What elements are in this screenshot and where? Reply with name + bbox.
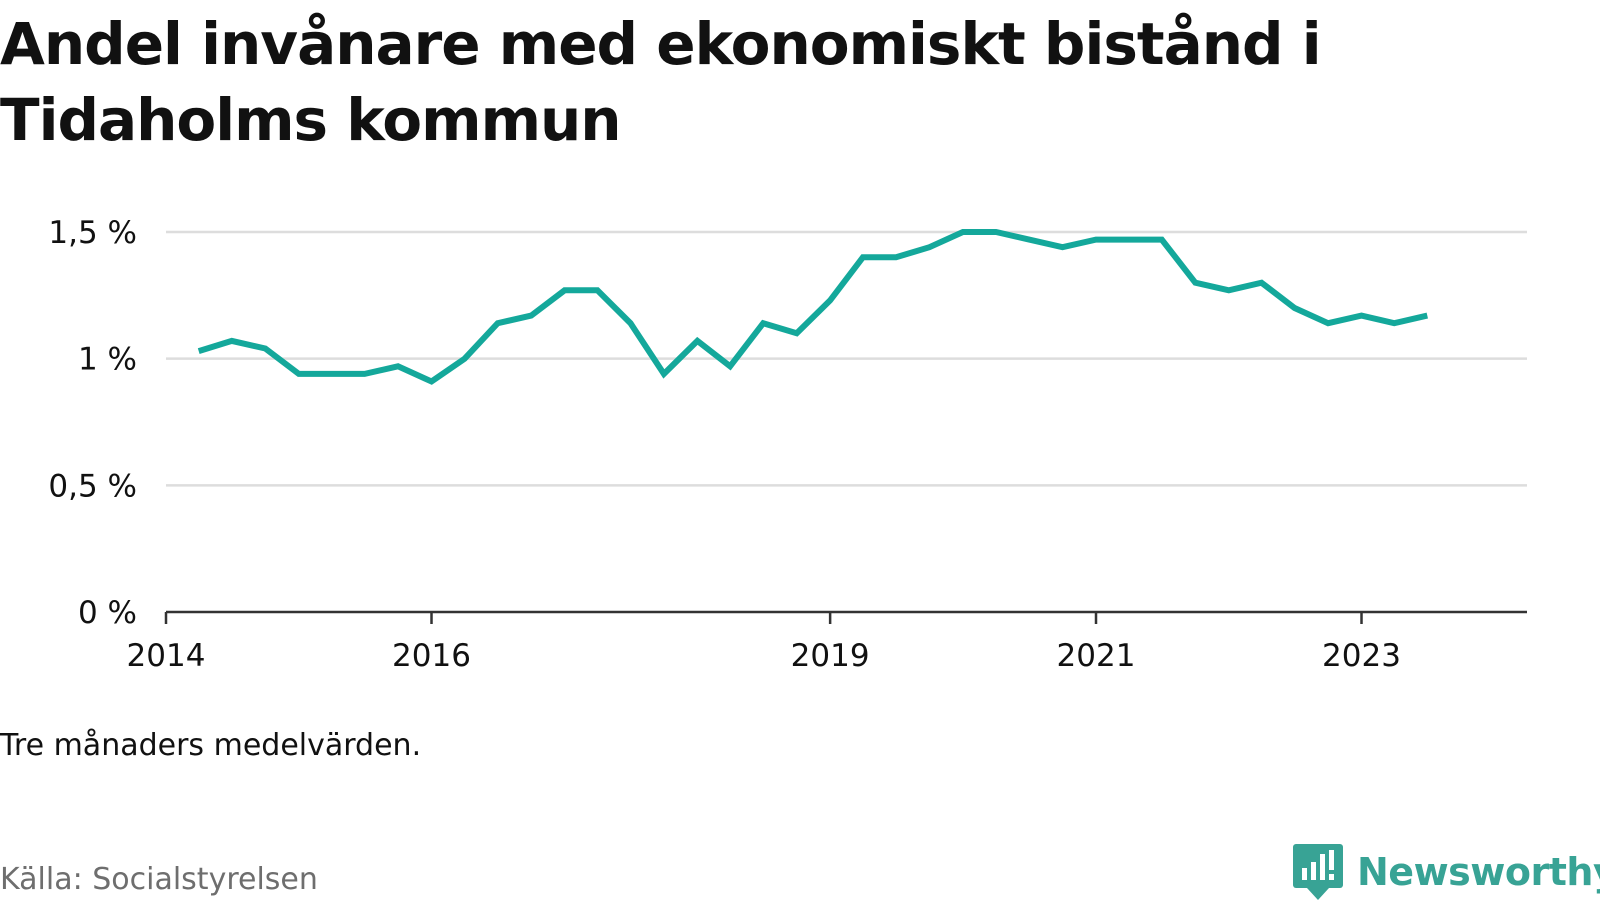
y-tick-label: 0 % [78,595,137,631]
data-point [794,330,800,336]
data-point [1391,320,1397,326]
data-point [1026,237,1032,243]
series-line [197,229,1428,385]
data-point [462,356,468,362]
y-tick-label: 1 % [78,342,137,378]
y-axis-labels: 0 % 0,5 % 1 % 1,5 % [48,215,137,631]
chart: 0 % 0,5 % 1 % 1,5 % 2014 2016 2019 2021 2023 [48,215,1527,674]
newsworthy-chart-bubble-icon [1293,844,1343,900]
data-point [1359,313,1365,319]
data-point [329,371,335,377]
data-point [1159,237,1165,243]
brand-name: Newsworthy [1357,850,1600,894]
data-point [1192,280,1198,286]
data-point [661,371,667,377]
data-point [495,320,501,326]
data-point [893,254,899,260]
data-point [528,313,534,319]
x-tick-label: 2016 [392,638,471,674]
source-label: Källa: Socialstyrelsen [0,862,318,897]
data-point [1424,313,1430,319]
grid-lines [166,230,1527,487]
data-point [1226,287,1232,293]
x-axis: 2014 2016 2019 2021 2023 [127,610,1527,674]
data-point [196,348,202,354]
x-tick-label: 2023 [1322,638,1401,674]
x-tick-label: 2014 [127,638,206,674]
chart-title: Andel invånare med ekonomiskt bistånd i … [0,10,1322,154]
data-point [1093,237,1099,243]
data-point [993,229,999,235]
data-point [727,363,733,369]
data-point [860,254,866,260]
data-point [827,297,833,303]
data-point [760,320,766,326]
data-point [562,287,568,293]
y-tick-label: 0,5 % [48,468,137,504]
brand-logo[interactable]: Newsworthy [1293,844,1600,900]
data-point [395,363,401,369]
data-point [1126,237,1132,243]
data-point [429,379,435,385]
data-point [296,371,302,377]
data-point [1325,320,1331,326]
data-point [628,320,634,326]
data-point [229,338,235,344]
data-point [1259,280,1265,286]
data-point [1060,244,1066,250]
data-point [262,346,268,352]
data-point [362,371,368,377]
data-point [594,287,600,293]
data-point [1292,305,1298,311]
data-point [694,338,700,344]
x-tick-label: 2019 [791,638,870,674]
chart-note: Tre månaders medelvärden. [0,728,422,763]
data-series [196,229,1430,385]
x-tick-label: 2021 [1057,638,1136,674]
data-point [926,244,932,250]
y-tick-label: 1,5 % [48,215,137,251]
data-point [960,229,966,235]
